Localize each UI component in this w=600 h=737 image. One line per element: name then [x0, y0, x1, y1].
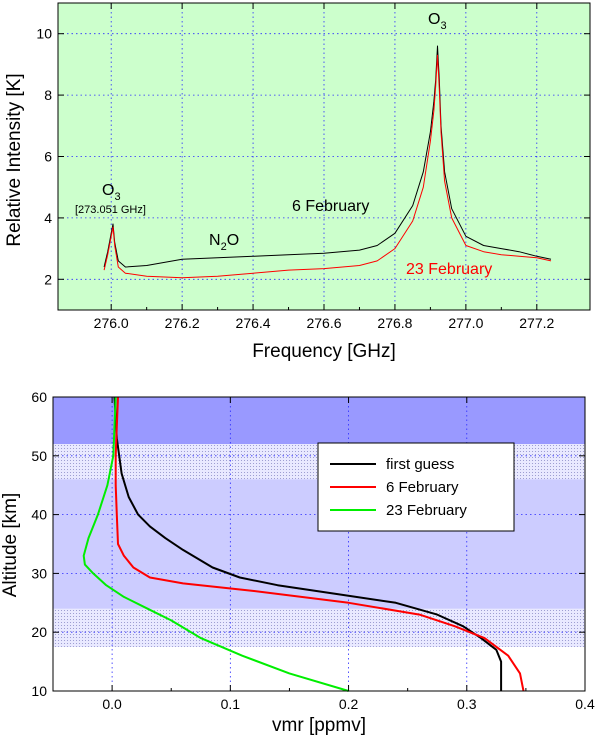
feb23-annotation: 23 February [406, 261, 492, 278]
series-line-6-february [114, 396, 525, 692]
x-tick-label: 276.8 [377, 315, 412, 331]
legend-label: 6 February [386, 479, 459, 496]
y-tick-label: 50 [31, 448, 47, 464]
x-tick-label: 277.2 [519, 315, 554, 331]
spectrum-series [103, 45, 552, 279]
x-tick-label: 276.6 [306, 315, 341, 331]
y-tick-label: 10 [31, 683, 47, 699]
spectrum-grid [58, 3, 590, 310]
x-tick-label: 0.3 [457, 696, 477, 712]
y-tick-label: 10 [36, 26, 52, 42]
altitude-bands [53, 397, 585, 691]
y-tick-label: 20 [31, 624, 47, 640]
profile-plot-frame [52, 396, 586, 692]
legend-label: first guess [386, 456, 454, 473]
legend-label: 23 February [386, 502, 467, 519]
profile-ticks: 0.0 0.1 0.2 0.3 0.4 10 20 30 40 50 60 [31, 389, 595, 712]
profile-chart: 0.0 0.1 0.2 0.3 0.4 10 20 30 40 50 60 first guess 6… [0, 389, 595, 736]
profile-series [82, 396, 525, 692]
y-tick-label: 60 [31, 389, 47, 405]
spectrum-chart: 276.0 276.2 276.4 276.6 276.8 277.0 277.2 2 4 6 8 1… [4, 2, 591, 362]
x-tick-label: 0.0 [102, 696, 122, 712]
y-tick-label: 6 [44, 149, 52, 165]
profile-x-axis-label: vmr [ppmv] [272, 715, 366, 736]
y-tick-label: 2 [44, 271, 52, 287]
spectrum-y-axis-label: Relative Intensity [K] [4, 73, 25, 246]
y-tick-label: 30 [31, 565, 47, 581]
altitude-band-dotted [53, 608, 585, 647]
x-tick-label: 276.4 [236, 315, 271, 331]
y-tick-label: 8 [44, 87, 52, 103]
o3-left-peak-label: O3 [102, 182, 121, 203]
altitude-band-top [53, 397, 585, 445]
x-tick-label: 0.2 [339, 696, 359, 712]
x-tick-label: 276.2 [165, 315, 200, 331]
x-tick-label: 277.0 [448, 315, 483, 331]
altitude-band-bottom [53, 646, 585, 691]
x-tick-label: 0.4 [575, 696, 595, 712]
profile-y-axis-label: Altitude [km] [0, 493, 21, 598]
spectrum-x-axis-label: Frequency [GHz] [252, 341, 396, 362]
o3-left-frequency-label: [273.051 GHz] [75, 204, 146, 216]
spectrum-ticks: 276.0 276.2 276.4 276.6 276.8 277.0 277.2 2 4 6 8 1… [36, 3, 590, 331]
y-tick-label: 40 [31, 507, 47, 523]
feb6-annotation: 6 February [292, 198, 369, 215]
series-line-23-february [103, 54, 552, 279]
profile-legend: first guess 6 February 23 February [317, 442, 515, 532]
x-tick-label: 0.1 [221, 696, 241, 712]
n2o-label: N2O [209, 232, 239, 253]
series-line-6-february [103, 45, 552, 268]
series-line-first-guess [113, 396, 503, 691]
y-tick-label: 4 [44, 210, 52, 226]
o3-main-peak-label: O3 [428, 11, 447, 32]
series-line-23-february [82, 396, 349, 692]
x-tick-label: 276.0 [94, 315, 129, 331]
